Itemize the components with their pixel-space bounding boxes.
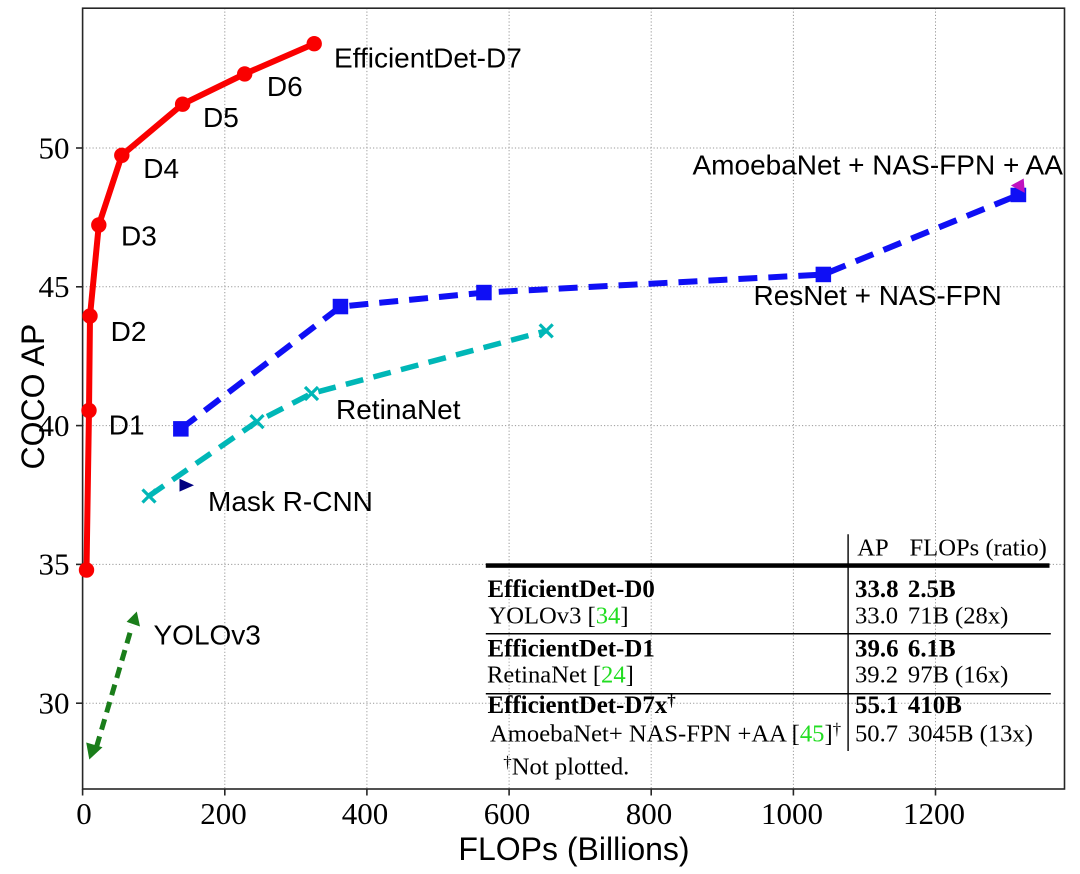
svg-text:2.5B: 2.5B	[908, 576, 956, 603]
svg-text:3045B (13x): 3045B (13x)	[908, 721, 1033, 748]
svg-text:200: 200	[200, 796, 247, 831]
svg-text:EfficientDet-D7: EfficientDet-D7	[334, 43, 522, 74]
svg-text:EfficientDet-D1: EfficientDet-D1	[488, 636, 655, 663]
svg-text:AP: AP	[857, 535, 888, 562]
svg-text:1000: 1000	[761, 796, 823, 831]
svg-text:35: 35	[39, 547, 70, 582]
svg-text:Mask R-CNN: Mask R-CNN	[208, 486, 373, 517]
svg-text:D2: D2	[111, 316, 147, 347]
svg-text:97B (16x): 97B (16x)	[908, 662, 1008, 689]
svg-text:600: 600	[484, 796, 531, 831]
svg-text:800: 800	[626, 796, 673, 831]
svg-text:400: 400	[342, 796, 389, 831]
svg-text:D4: D4	[143, 153, 179, 184]
svg-text:AmoebaNet+ NAS-FPN +AA [45]†: AmoebaNet+ NAS-FPN +AA [45]†	[490, 720, 841, 748]
svg-text:71B (28x): 71B (28x)	[908, 603, 1008, 630]
svg-text:33.8: 33.8	[855, 576, 899, 603]
svg-text:RetinaNet [24]: RetinaNet [24]	[487, 662, 634, 689]
svg-text:EfficientDet-D7x†: EfficientDet-D7x†	[488, 691, 677, 719]
svg-text:33.0: 33.0	[855, 603, 898, 630]
svg-text:D6: D6	[267, 71, 303, 102]
svg-text:†Not plotted.: †Not plotted.	[503, 753, 629, 781]
svg-text:50: 50	[39, 130, 70, 165]
svg-text:45: 45	[39, 269, 70, 304]
svg-text:1200: 1200	[903, 796, 965, 831]
svg-text:0: 0	[76, 796, 92, 831]
svg-text:D3: D3	[121, 221, 157, 252]
svg-text:YOLOv3: YOLOv3	[154, 620, 261, 651]
svg-text:39.6: 39.6	[855, 636, 899, 663]
svg-text:ResNet + NAS-FPN: ResNet + NAS-FPN	[754, 280, 1002, 311]
svg-text:D5: D5	[203, 102, 239, 133]
svg-text:YOLOv3 [34]: YOLOv3 [34]	[489, 603, 629, 630]
svg-text:D1: D1	[109, 410, 145, 441]
svg-text:6.1B: 6.1B	[908, 636, 956, 663]
svg-text:AmoebaNet + NAS-FPN + AA: AmoebaNet + NAS-FPN + AA	[693, 150, 1064, 181]
svg-text:COCO AP: COCO AP	[15, 324, 51, 470]
svg-text:39.2: 39.2	[855, 662, 898, 689]
svg-text:RetinaNet: RetinaNet	[336, 394, 461, 425]
svg-text:FLOPs (Billions): FLOPs (Billions)	[458, 831, 689, 867]
svg-text:40: 40	[39, 408, 70, 443]
svg-text:EfficientDet-D0: EfficientDet-D0	[488, 576, 655, 603]
svg-text:55.1: 55.1	[855, 692, 899, 719]
svg-text:50.7: 50.7	[855, 721, 898, 748]
svg-text:410B: 410B	[908, 692, 962, 719]
svg-text:30: 30	[39, 686, 70, 721]
svg-text:FLOPs (ratio): FLOPs (ratio)	[910, 535, 1047, 562]
